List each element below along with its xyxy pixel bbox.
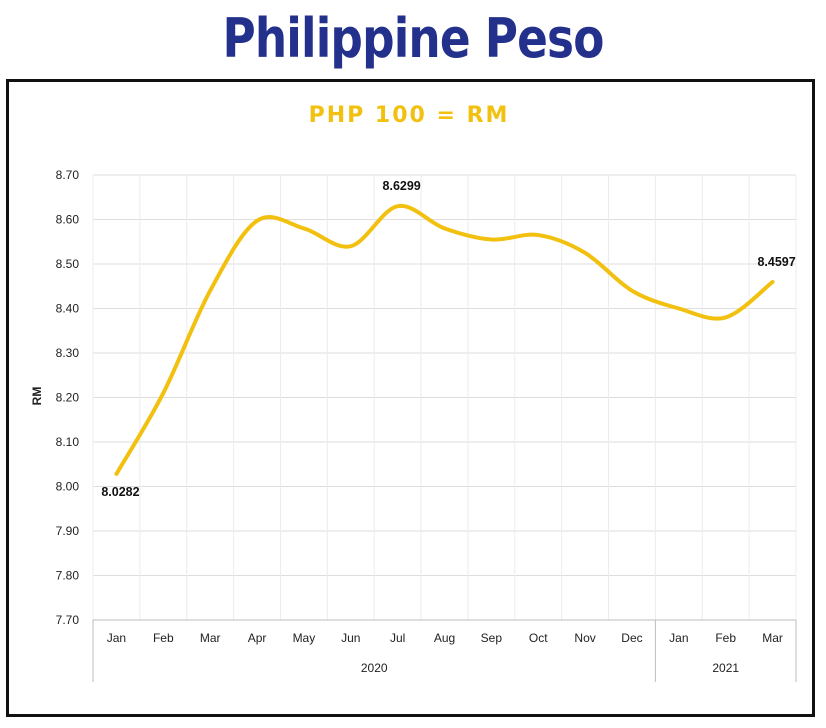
y-tick-label: 8.40 (56, 302, 80, 316)
x-axis: Jan Feb Mar Apr May Jun Jul Aug Sep Oct Nov Dec Jan F… (92, 619, 797, 682)
x-tick-label: Nov (574, 631, 595, 645)
y-tick-label: 8.50 (56, 257, 80, 271)
y-tick-labels: 7.70 7.80 7.90 8.00 8.10 8.20 8.30 8.40 8.50 8.60… (56, 168, 80, 627)
line-chart: PHP 100 = RM 7.70 7.80 7.90 8.00 8.10 8.20 8.3… (30, 103, 797, 682)
group-label: 2021 (712, 661, 739, 675)
x-tick-label: Mar (200, 631, 221, 645)
x-tick-label: Jan (107, 631, 126, 645)
gridlines (92, 174, 797, 621)
x-tick-label: Aug (434, 631, 455, 645)
y-tick-label: 7.80 (56, 569, 80, 583)
x-tick-label: Mar (762, 631, 783, 645)
group-label: 2020 (361, 661, 388, 675)
y-tick-label: 7.90 (56, 524, 80, 538)
x-tick-label: Jan (669, 631, 688, 645)
y-tick-label: 8.00 (56, 480, 80, 494)
y-tick-label: 8.10 (56, 435, 80, 449)
y-tick-label: 8.20 (56, 391, 80, 405)
x-tick-label: Feb (153, 631, 174, 645)
x-tick-label: Sep (481, 631, 503, 645)
x-tick-label: Jun (341, 631, 360, 645)
y-tick-label: 8.60 (56, 213, 80, 227)
series-line (114, 204, 775, 476)
x-tick-label: May (293, 631, 316, 645)
data-label: 8.4597 (757, 255, 795, 269)
x-tick-label: Jul (390, 631, 405, 645)
x-tick-label: Feb (715, 631, 736, 645)
data-labels: 8.0282 8.6299 8.4597 (101, 179, 795, 499)
y-axis-label: RM (30, 387, 44, 406)
x-tick-label: Oct (529, 631, 548, 645)
y-tick-label: 8.70 (56, 168, 80, 182)
data-points (116, 206, 773, 475)
data-label: 8.6299 (383, 179, 421, 193)
page-title: Philippine Peso (222, 7, 604, 70)
x-tick-label: Apr (248, 631, 267, 645)
chart-title: PHP 100 = RM (309, 103, 510, 128)
x-tick-label: Dec (621, 631, 642, 645)
chart-frame: PHP 100 = RM 7.70 7.80 7.90 8.00 8.10 8.20 8.3… (6, 79, 815, 717)
y-tick-label: 7.70 (56, 613, 80, 627)
y-tick-label: 8.30 (56, 346, 80, 360)
data-label: 8.0282 (101, 485, 139, 499)
